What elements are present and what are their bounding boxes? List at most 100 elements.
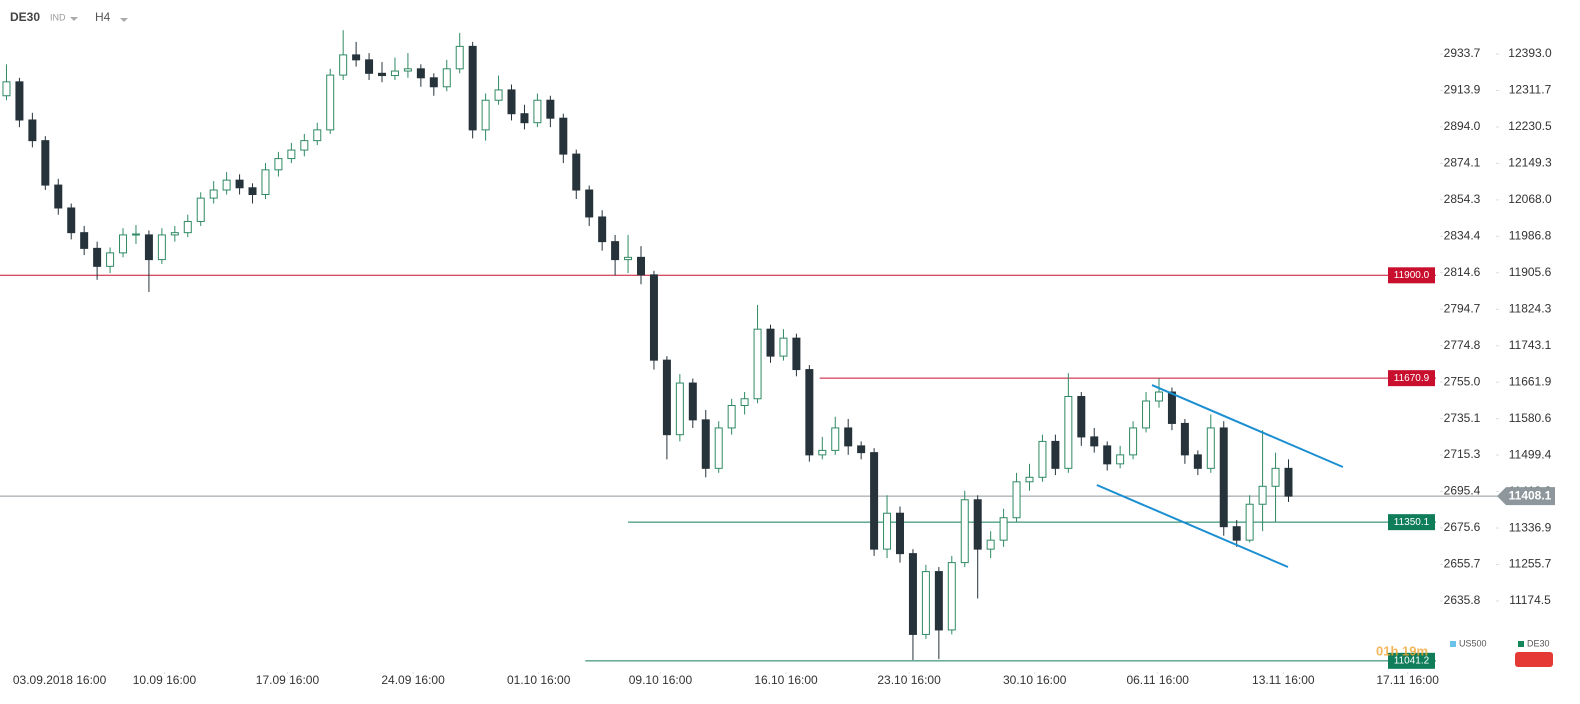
candle-body: [468, 45, 477, 131]
symbol[interactable]: DE30: [10, 10, 40, 24]
y-tick-label: 12311.7: [1509, 83, 1552, 97]
legend-label: US500: [1459, 638, 1487, 648]
x-tick-label: 10.09 16:00: [133, 673, 197, 687]
y-tick-label: 11580.6: [1509, 411, 1552, 425]
y2-tick-label: 2675.6: [1444, 520, 1481, 534]
y-tick-label: 11905.6: [1509, 265, 1552, 279]
candle-body: [934, 571, 943, 631]
y2-tick-label: 2755.0: [1444, 374, 1481, 388]
candle-body: [844, 427, 853, 447]
candle-body: [1103, 445, 1112, 465]
y-tick-label: 12068.0: [1508, 192, 1552, 206]
candle-body: [1193, 454, 1202, 469]
candle-body: [611, 241, 620, 261]
candle-body: [520, 113, 529, 124]
candle-body: [131, 233, 140, 236]
candle-body: [248, 187, 257, 196]
candle-body: [766, 328, 775, 357]
x-tick-label: 03.09.2018 16:00: [13, 673, 107, 687]
candle-body: [28, 119, 37, 142]
level-badge: [1388, 267, 1435, 284]
candle-body: [378, 72, 387, 77]
candle-body: [1206, 427, 1215, 469]
candle-body: [326, 74, 335, 131]
candle-body: [481, 99, 490, 131]
y2-tick-label: 2874.1: [1444, 156, 1481, 170]
candle-body: [442, 68, 451, 88]
candle-body: [701, 419, 710, 469]
level-badge: [1388, 652, 1435, 669]
candle-body: [896, 512, 904, 555]
candle-body: [183, 220, 192, 234]
y-tick-label: 11255.7: [1509, 557, 1552, 571]
candle-body: [1116, 454, 1125, 465]
x-tick-label: 16.10 16:00: [754, 673, 818, 687]
y2-tick-label: 2715.3: [1444, 447, 1481, 461]
candle-body: [1271, 467, 1280, 487]
x-tick-label: 06.11 16:00: [1126, 673, 1189, 687]
candle-body: [170, 232, 179, 236]
candle-body: [144, 234, 153, 261]
candle-body: [714, 427, 723, 469]
candle-body: [1258, 485, 1267, 505]
dropdown-caret[interactable]: [70, 17, 78, 21]
candle-body: [365, 59, 374, 74]
candle-body: [1245, 503, 1254, 541]
y-tick-label: 11743.1: [1509, 338, 1552, 352]
x-tick-label: 13.11 16:00: [1252, 673, 1315, 687]
candle-body: [54, 184, 63, 209]
candle-body: [313, 129, 322, 142]
candle-body: [598, 216, 607, 243]
candle-body: [1051, 440, 1060, 469]
candle-body: [1284, 467, 1293, 497]
y2-tick-label: 2635.8: [1444, 593, 1481, 607]
candle-body: [429, 77, 438, 88]
trendline: [1151, 384, 1344, 468]
candle-body: [1064, 396, 1073, 469]
timeframe[interactable]: H4: [95, 10, 111, 24]
candle-body: [1219, 427, 1228, 528]
candle-body: [533, 99, 542, 124]
candle-body: [222, 179, 231, 191]
level-label: 11041.2: [1394, 655, 1430, 666]
candle-body: [831, 427, 840, 451]
candle-body: [857, 445, 866, 454]
candle-body: [818, 449, 827, 456]
y2-tick-label: 2695.4: [1444, 484, 1481, 498]
candle-body: [1154, 391, 1163, 402]
candle-body: [753, 328, 762, 400]
level-badge: [1388, 370, 1435, 387]
candle-body: [67, 207, 76, 234]
candle-body: [209, 189, 218, 199]
candle-body: [119, 234, 128, 254]
candle-body: [80, 232, 89, 249]
y-tick-label: 12149.3: [1508, 156, 1552, 170]
candle-body: [1012, 481, 1021, 519]
candle-body: [688, 382, 697, 421]
y2-tick-label: 2894.0: [1444, 119, 1481, 133]
dropdown-caret[interactable]: [120, 18, 128, 22]
candle-body: [507, 89, 516, 115]
candle-body: [1090, 436, 1099, 447]
candle-body: [41, 140, 50, 186]
candle-body: [986, 539, 995, 550]
candle-body: [455, 45, 464, 70]
candle-body: [947, 562, 956, 631]
y-tick-label: 12393.0: [1508, 46, 1552, 60]
trendline: [1096, 484, 1289, 568]
trade-button[interactable]: [1515, 652, 1553, 667]
candle-body: [274, 158, 283, 171]
current-price-badge: [1497, 487, 1555, 506]
candle-body: [559, 117, 568, 155]
candle-body: [1142, 400, 1151, 429]
x-tick-label: 09.10 16:00: [629, 673, 693, 687]
x-tick-label: 01.10 16:00: [507, 673, 571, 687]
level-label: 11670.9: [1394, 373, 1430, 384]
x-tick-label: 24.09 16:00: [381, 673, 445, 687]
y2-tick-label: 2735.1: [1444, 411, 1481, 425]
x-tick-label: 17.11 16:00: [1376, 673, 1439, 687]
candle-body: [1025, 476, 1034, 483]
candle-body: [546, 99, 555, 119]
